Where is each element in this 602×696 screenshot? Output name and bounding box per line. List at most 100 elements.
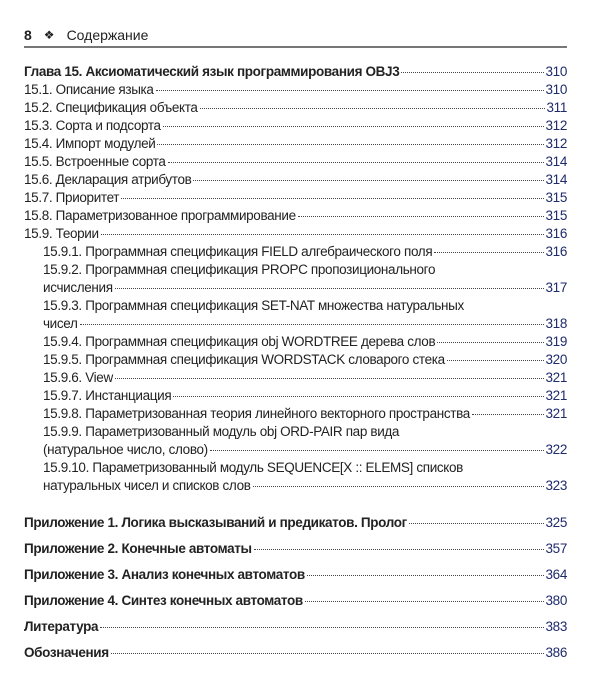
toc-page: 364: [545, 567, 568, 582]
dot-leader: [155, 90, 544, 91]
toc-entry[interactable]: 15.9.9. Параметризованный модуль obj ORD…: [24, 423, 567, 441]
toc-chapter[interactable]: Глава 15. Аксиоматический язык программи…: [24, 63, 567, 81]
toc-page: 316: [545, 226, 568, 241]
toc-entry[interactable]: 15.3. Сорта и подсорта 312: [24, 117, 567, 135]
toc-title: 15.9.8. Параметризованная теория линейно…: [43, 406, 470, 421]
toc-title: 15.9.6. View: [43, 370, 113, 385]
toc-page: 312: [545, 118, 568, 133]
toc-entry[interactable]: 15.7. Приоритет 315: [24, 189, 567, 207]
dot-leader: [306, 575, 544, 576]
toc-title: 15.1. Описание языка: [24, 82, 154, 97]
toc-title: 15.9.3. Программная спецификация SET-NAT…: [43, 298, 464, 313]
toc-page: 321: [545, 388, 568, 403]
toc-page: 315: [545, 190, 568, 205]
toc-page: 322: [545, 442, 568, 457]
dot-leader: [297, 216, 544, 217]
dot-leader: [471, 414, 544, 415]
toc-page: 316: [545, 244, 568, 259]
toc-entry[interactable]: 15.9.2. Программная спецификация PROPC п…: [24, 261, 567, 279]
dot-leader: [100, 234, 544, 235]
toc-title: 15.9.1. Программная спецификация FIELD а…: [43, 244, 433, 259]
toc-entry[interactable]: 15.9.10. Параметризованный модуль SEQUEN…: [24, 459, 567, 477]
dot-leader: [408, 523, 544, 524]
toc-entry[interactable]: 15.9. Теории 316: [24, 225, 567, 243]
toc-page: 383: [545, 619, 568, 634]
toc-entry[interactable]: 15.5. Встроенные сорта 314: [24, 153, 567, 171]
toc-entry[interactable]: натуральных чисел и списков слов 323: [24, 477, 567, 495]
toc-page: 321: [545, 406, 568, 421]
running-header: 8 ❖ Содержание: [24, 24, 567, 48]
toc-entry[interactable]: 15.9.8. Параметризованная теория линейно…: [24, 405, 567, 423]
dot-leader: [173, 396, 544, 397]
toc-title: Приложение 3. Анализ конечных автоматов: [24, 567, 305, 582]
header-title: Содержание: [66, 27, 149, 43]
toc-entry[interactable]: Приложение 2. Конечные автоматы 357: [24, 540, 567, 558]
toc-title: 15.9.5. Программная спецификация WORDSTA…: [43, 352, 445, 367]
toc-page: 380: [545, 593, 568, 608]
dot-leader: [110, 653, 544, 654]
toc-title: Глава 15. Аксиоматический язык программи…: [24, 64, 400, 79]
dot-leader: [252, 486, 544, 487]
toc-title: 15.5. Встроенные сорта: [24, 154, 166, 169]
dot-leader: [167, 162, 544, 163]
toc-title: 15.9.9. Параметризованный модуль obj ORD…: [43, 424, 400, 439]
toc-title: Приложение 2. Конечные автоматы: [24, 541, 252, 556]
dot-leader: [100, 627, 544, 628]
toc-title: 15.9.4. Программная спецификация obj WOR…: [43, 334, 436, 349]
toc-page: 319: [545, 334, 568, 349]
page-number: 8: [24, 27, 32, 43]
toc-title: 15.9.10. Параметризованный модуль SEQUEN…: [43, 460, 463, 475]
toc-title: (натуральное число, слово): [43, 442, 208, 457]
toc-title: Приложение 1. Логика высказываний и пред…: [24, 515, 407, 530]
dot-leader: [434, 252, 544, 253]
toc-title: натуральных чисел и списков слов: [43, 478, 251, 493]
toc-entry[interactable]: 15.9.1. Программная спецификация FIELD а…: [24, 243, 567, 261]
toc-entry[interactable]: 15.9.7. Инстанциация 321: [24, 387, 567, 405]
toc-entry[interactable]: Приложение 3. Анализ конечных автоматов 3…: [24, 566, 567, 584]
dot-leader: [209, 450, 544, 451]
toc-entry[interactable]: 15.9.4. Программная спецификация obj WOR…: [24, 333, 567, 351]
table-of-contents: Глава 15. Аксиоматический язык программи…: [24, 63, 567, 662]
toc-page: 318: [545, 316, 568, 331]
toc-title: чисел: [43, 316, 78, 331]
toc-entry[interactable]: 15.9.6. View 321: [24, 369, 567, 387]
toc-entry[interactable]: 15.8. Параметризованное программирование…: [24, 207, 567, 225]
toc-title: 15.4. Импорт модулей: [24, 136, 156, 151]
toc-entry[interactable]: Приложение 4. Синтез конечных автоматов 3…: [24, 592, 567, 610]
toc-page: 357: [545, 541, 568, 556]
toc-title: 15.3. Сорта и подсорта: [24, 118, 161, 133]
toc-page: 311: [546, 100, 568, 115]
dot-leader: [114, 378, 544, 379]
toc-entry[interactable]: Приложение 1. Логика высказываний и пред…: [24, 514, 567, 532]
toc-entry[interactable]: Литература 383: [24, 618, 567, 636]
toc-entry[interactable]: исчисления 317: [24, 279, 567, 297]
dot-leader: [199, 108, 545, 109]
toc-entry[interactable]: (натуральное число, слово) 322: [24, 441, 567, 459]
toc-title: 15.9. Теории: [24, 226, 99, 241]
dot-leader: [162, 126, 544, 127]
dot-leader: [401, 72, 544, 73]
toc-entry[interactable]: 15.9.3. Программная спецификация SET-NAT…: [24, 297, 567, 315]
dot-leader: [193, 180, 544, 181]
toc-title: 15.9.2. Программная спецификация PROPC п…: [43, 262, 436, 277]
toc-title: 15.7. Приоритет: [24, 190, 120, 205]
toc-page: 386: [545, 645, 568, 660]
toc-entry[interactable]: 15.2. Спецификация объекта 311: [24, 99, 567, 117]
toc-page: 310: [545, 82, 568, 97]
dot-leader: [157, 144, 544, 145]
dot-leader: [121, 198, 544, 199]
toc-entry[interactable]: Обозначения 386: [24, 644, 567, 662]
toc-entry[interactable]: чисел 318: [24, 315, 567, 333]
dot-leader: [304, 601, 544, 602]
toc-title: 15.2. Спецификация объекта: [24, 100, 198, 115]
toc-entry[interactable]: 15.6. Декларация атрибутов 314: [24, 171, 567, 189]
toc-entry[interactable]: 15.9.5. Программная спецификация WORDSTA…: [24, 351, 567, 369]
toc-page: 315: [545, 208, 568, 223]
toc-entry[interactable]: 15.1. Описание языка 310: [24, 81, 567, 99]
toc-page: 314: [545, 154, 568, 169]
toc-entry[interactable]: 15.4. Импорт модулей 312: [24, 135, 567, 153]
dot-leader: [437, 342, 544, 343]
toc-page: 325: [545, 515, 568, 530]
toc-title: 15.6. Декларация атрибутов: [24, 172, 192, 187]
